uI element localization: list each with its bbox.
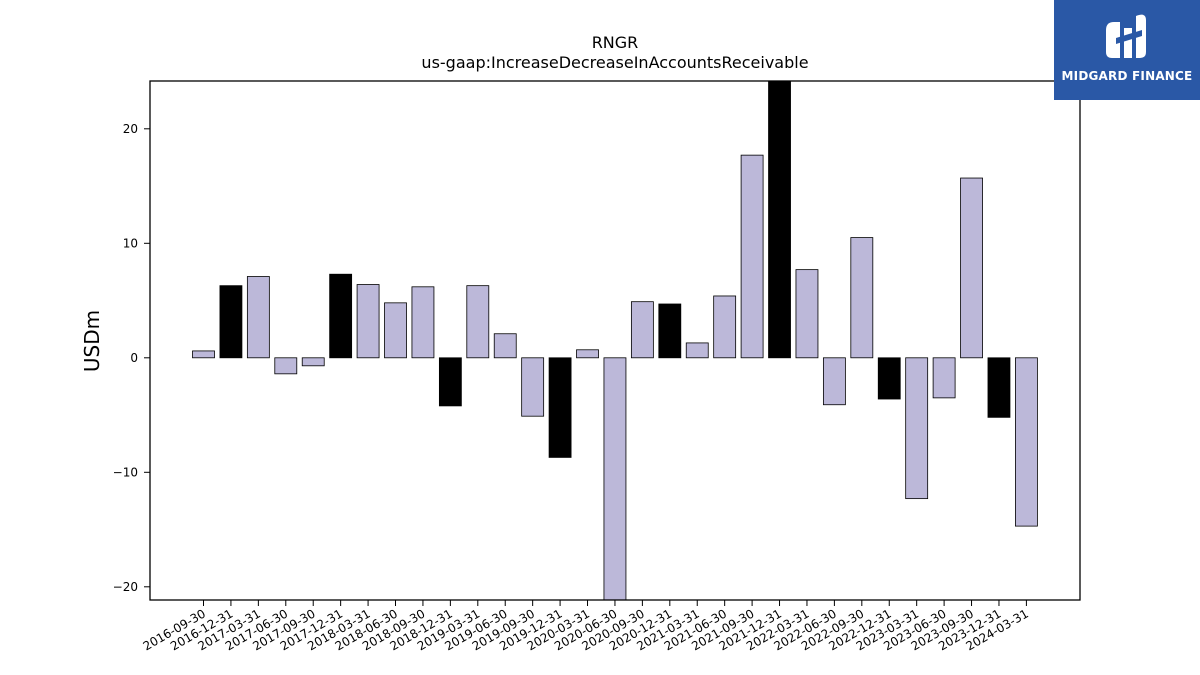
bar-2017-03-31 <box>246 276 270 359</box>
bar-2017-09-30 <box>301 357 325 367</box>
y-tick-label: 20 <box>123 122 138 136</box>
y-tick-label: −20 <box>113 580 138 594</box>
y-tick-label: −10 <box>113 465 138 479</box>
y-axis-label: USDm <box>80 310 104 372</box>
bar-2021-06-30 <box>713 295 737 359</box>
bar-2018-06-30 <box>384 302 407 359</box>
chart-title: RNGR <box>592 33 639 52</box>
bar-2018-12-31 <box>438 357 462 407</box>
bar-2023-06-30 <box>932 357 956 399</box>
bar-2019-12-31 <box>548 357 572 458</box>
y-tick-label: 10 <box>123 236 138 250</box>
plot-frame <box>149 80 1081 601</box>
midgard-finance-logo: MIDGARD FINANCE <box>1054 0 1200 100</box>
bar-2022-06-30 <box>822 357 846 406</box>
midgard-logo-icon <box>1106 14 1146 59</box>
logo-text: MIDGARD FINANCE <box>1061 69 1193 83</box>
bar-2019-03-31 <box>466 285 490 359</box>
bar-2021-09-30 <box>740 154 764 359</box>
y-tick-label: 0 <box>130 351 138 365</box>
bar-2023-03-31 <box>905 357 929 500</box>
bar-2020-03-31 <box>576 349 599 359</box>
bar-2020-09-30 <box>630 301 654 359</box>
bar-2020-12-31 <box>658 303 682 359</box>
bar-2023-12-31 <box>987 357 1011 418</box>
bar-2024-03-31 <box>1015 357 1038 527</box>
bar-2019-06-30 <box>493 333 517 359</box>
bar-2016-09-30 <box>192 350 215 359</box>
bar-2020-06-30 <box>603 357 627 601</box>
bar-2016-12-31 <box>219 285 243 359</box>
bars-group <box>192 80 1038 601</box>
bar-2022-03-31 <box>795 269 819 359</box>
bar-2021-03-31 <box>685 342 709 359</box>
y-axis-ticks: −20 −10 0 10 20 <box>113 122 150 594</box>
bar-2017-12-31 <box>329 273 353 359</box>
bar-2022-12-31 <box>877 357 901 400</box>
bar-2022-09-30 <box>850 237 874 359</box>
bar-2021-12-31 <box>768 80 791 359</box>
bar-2023-09-30 <box>960 177 983 359</box>
bar-2018-09-30 <box>411 286 435 359</box>
bar-2018-03-31 <box>356 284 380 359</box>
bar-2017-06-30 <box>274 357 298 375</box>
x-axis-ticks: 2016-09-302016-12-312017-03-312017-06-30… <box>141 600 1031 653</box>
chart-subtitle: us-gaap:IncreaseDecreaseInAccountsReceiv… <box>421 53 808 72</box>
bar-2019-09-30 <box>521 357 545 417</box>
